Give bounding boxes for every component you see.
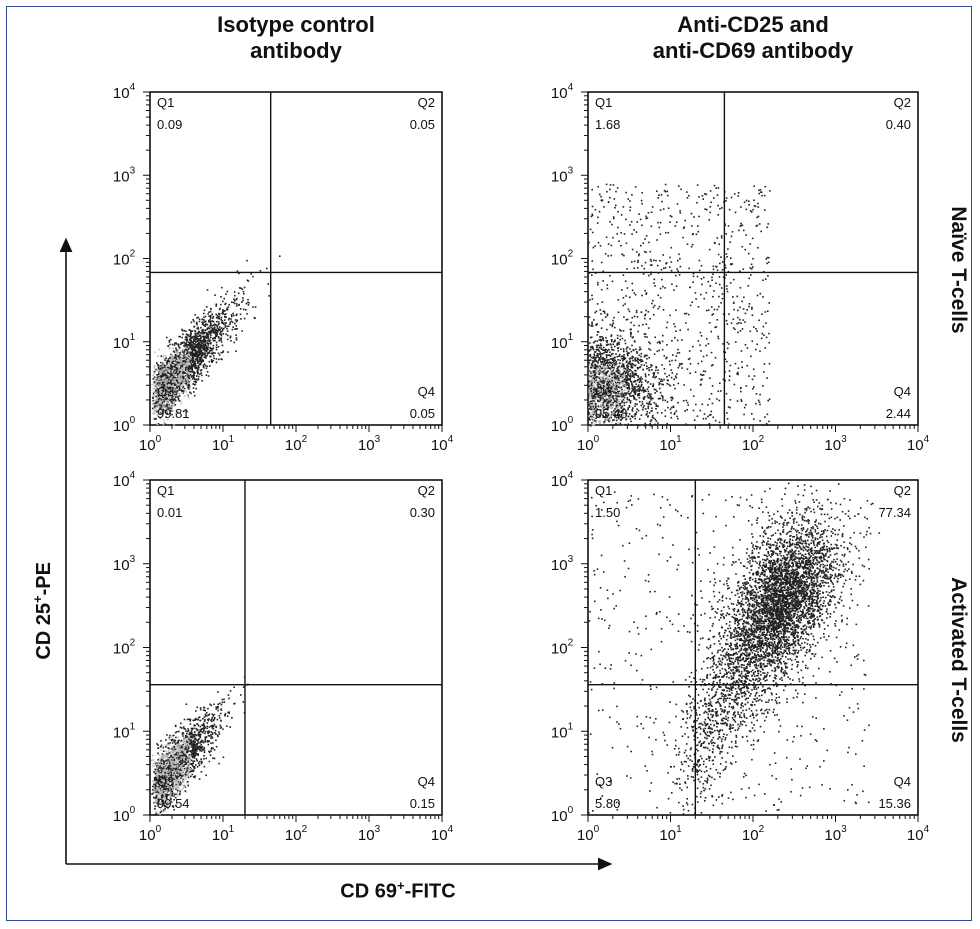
column-title-line2: antibody — [250, 38, 342, 63]
panel-anti-activated: Q1 1.50 Q2 77.34 Q3 5.80 Q4 15.36 100 101 102 103 10… — [551, 470, 930, 844]
quadrant-name: Q2 — [894, 95, 911, 110]
x-tick-label: 101 — [212, 824, 235, 844]
x-tick-label: 102 — [742, 434, 765, 454]
x-tick-label: 102 — [285, 434, 308, 454]
x-tick-label: 100 — [139, 434, 162, 454]
y-tick-label: 101 — [113, 332, 136, 352]
event-dots — [588, 183, 771, 427]
axis-ticks — [581, 479, 919, 822]
x-tick-label: 104 — [907, 434, 930, 454]
quadrant-name: Q1 — [595, 483, 612, 498]
quadrant-percent: 0.30 — [410, 505, 435, 520]
x-tick-label: 102 — [285, 824, 308, 844]
x-tick-label: 104 — [907, 824, 930, 844]
quadrant-percent: 0.05 — [410, 406, 435, 421]
y-tick-label: 100 — [551, 805, 574, 825]
quadrant-percent: 0.15 — [410, 796, 435, 811]
y-tick-label: 101 — [551, 721, 574, 741]
x-tick-label: 103 — [824, 434, 847, 454]
quadrant-percent: 1.68 — [595, 117, 620, 132]
x-tick-label: 104 — [431, 824, 454, 844]
panel-isotype-naive: Q1 0.09 Q2 0.05 Q3 99.81 Q4 0.05 100 101 102 103 104… — [113, 82, 454, 454]
quadrant-percent: 95.48 — [595, 406, 628, 421]
y-tick-label: 103 — [551, 554, 574, 574]
quadrant-name: Q3 — [595, 384, 612, 399]
y-tick-label: 102 — [113, 249, 136, 269]
event-dots — [151, 255, 281, 426]
quadrant-name: Q4 — [418, 774, 435, 789]
column-title-line2: anti-CD69 antibody — [652, 38, 854, 63]
y-tick-label: 101 — [113, 721, 136, 741]
y-tick-label: 103 — [113, 165, 136, 185]
y-tick-label: 103 — [551, 165, 574, 185]
x-tick-label: 103 — [358, 824, 381, 844]
y-tick-label: 104 — [551, 82, 574, 102]
panel-isotype-activated: Q1 0.01 Q2 0.30 Q3 99.54 Q4 0.15 100 101 102 103 104… — [113, 470, 454, 844]
quadrant-percent: 2.44 — [886, 406, 911, 421]
event-dots — [151, 676, 249, 816]
y-tick-label: 100 — [551, 415, 574, 435]
panel-anti-naive: Q1 1.68 Q2 0.40 Q3 95.48 Q4 2.44 100 101 102 103 104… — [551, 82, 930, 454]
x-tick-label: 100 — [577, 434, 600, 454]
quadrant-name: Q4 — [894, 384, 911, 399]
column-title-line1: Isotype control — [217, 12, 375, 37]
y-tick-label: 104 — [113, 82, 136, 102]
axis-ticks — [143, 91, 443, 432]
column-title-isotype: Isotype control antibody — [150, 12, 442, 64]
quadrant-name: Q2 — [418, 483, 435, 498]
quadrant-percent: 5.80 — [595, 796, 620, 811]
quadrant-name: Q1 — [595, 95, 612, 110]
y-tick-label: 104 — [551, 470, 574, 490]
column-title-anti: Anti-CD25 and anti-CD69 antibody — [588, 12, 918, 64]
y-tick-label: 100 — [113, 415, 136, 435]
y-tick-label: 103 — [113, 554, 136, 574]
quadrant-name: Q4 — [418, 384, 435, 399]
plot-area — [149, 479, 443, 816]
quadrant-percent: 99.54 — [157, 796, 190, 811]
quadrant-name: Q2 — [418, 95, 435, 110]
x-tick-label: 103 — [824, 824, 847, 844]
x-tick-label: 100 — [139, 824, 162, 844]
x-tick-label: 101 — [212, 434, 235, 454]
quadrant-name: Q3 — [157, 774, 174, 789]
y-tick-label: 102 — [113, 638, 136, 658]
quadrant-percent: 99.81 — [157, 406, 190, 421]
quadrant-percent: 0.09 — [157, 117, 182, 132]
y-tick-label: 102 — [551, 249, 574, 269]
x-tick-label: 103 — [358, 434, 381, 454]
quadrant-name: Q3 — [157, 384, 174, 399]
axis-ticks — [143, 479, 443, 822]
x-tick-label: 100 — [577, 824, 600, 844]
x-tick-label: 104 — [431, 434, 454, 454]
quadrant-percent: 15.36 — [878, 796, 911, 811]
quadrant-name: Q1 — [157, 95, 174, 110]
x-tick-label: 102 — [742, 824, 765, 844]
quadrant-name: Q4 — [894, 774, 911, 789]
quadrant-name: Q1 — [157, 483, 174, 498]
quadrant-percent: 77.34 — [878, 505, 911, 520]
quadrant-percent: 0.05 — [410, 117, 435, 132]
quadrant-percent: 0.01 — [157, 505, 182, 520]
figure-frame — [6, 6, 972, 921]
event-dots — [588, 482, 881, 817]
y-tick-label: 101 — [551, 332, 574, 352]
quadrant-name: Q2 — [894, 483, 911, 498]
y-tick-label: 104 — [113, 470, 136, 490]
x-axis-label: CD 69+-FITC — [340, 878, 456, 903]
y-tick-label: 100 — [113, 805, 136, 825]
x-tick-label: 101 — [659, 824, 682, 844]
axis-ticks — [581, 91, 919, 432]
quadrant-percent: 0.40 — [886, 117, 911, 132]
quadrant-name: Q3 — [595, 774, 612, 789]
x-tick-label: 101 — [659, 434, 682, 454]
quadrant-percent: 1.50 — [595, 505, 620, 520]
y-tick-label: 102 — [551, 638, 574, 658]
column-title-line1: Anti-CD25 and — [677, 12, 829, 37]
